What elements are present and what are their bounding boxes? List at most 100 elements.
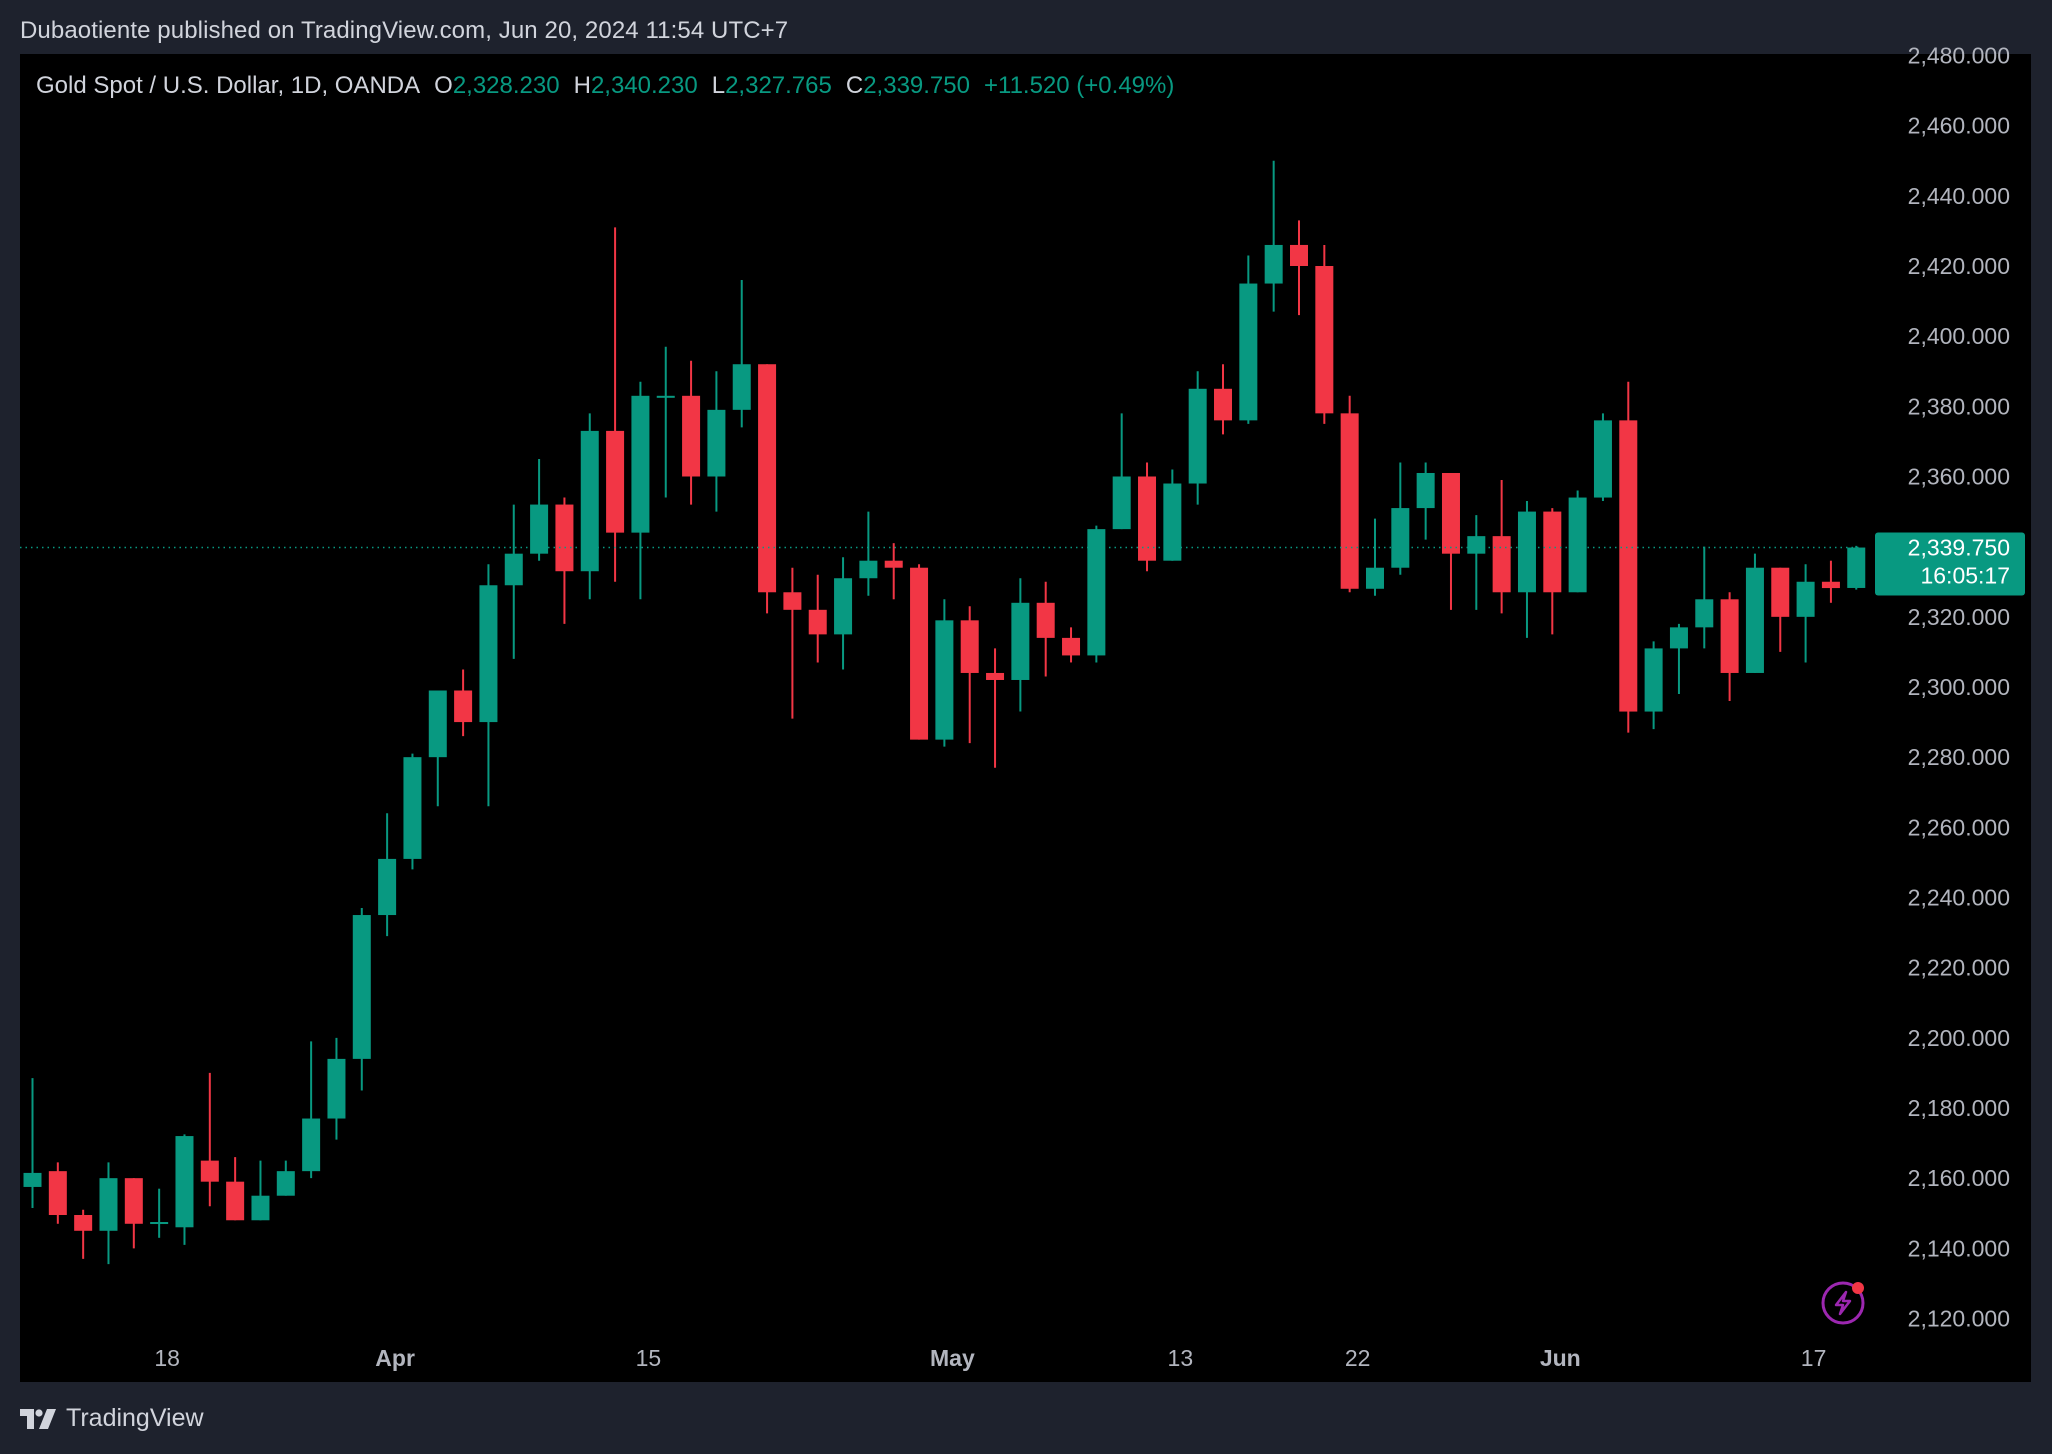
candle: [1138, 462, 1157, 572]
candle-body: [1669, 627, 1688, 649]
candle-body: [631, 395, 650, 533]
candle-body: [276, 1171, 295, 1196]
candle-body: [1112, 476, 1131, 530]
candle: [884, 543, 903, 600]
candle-body: [960, 620, 979, 673]
lightning-icon[interactable]: [1821, 1281, 1865, 1325]
candle-body: [504, 553, 523, 586]
candle: [454, 669, 473, 737]
close-label: C: [845, 72, 864, 99]
candle: [251, 1160, 270, 1221]
candle-body: [1796, 581, 1815, 617]
candle-body: [1365, 567, 1384, 589]
candle-body: [1745, 567, 1764, 673]
close-value: 2,339.750: [863, 72, 970, 99]
time-axis: 18 Apr 15 May 13 22 Jun 17: [154, 1345, 1826, 1371]
candle: [1062, 627, 1081, 663]
candle: [1568, 490, 1587, 593]
candle: [1771, 567, 1790, 652]
candle: [1416, 462, 1435, 540]
candle-body: [935, 620, 954, 740]
y-tick-label: 2,400.000: [1908, 323, 2010, 349]
candle-body: [99, 1178, 118, 1231]
candle-body: [352, 915, 371, 1059]
y-tick-label: 2,320.000: [1908, 604, 2010, 630]
candle: [986, 648, 1005, 768]
footer-brand[interactable]: TradingView: [66, 1404, 204, 1432]
candle: [23, 1078, 42, 1208]
x-tick-label: 18: [154, 1345, 180, 1371]
candle-body: [580, 430, 599, 572]
candle-body: [428, 690, 447, 758]
candle-body: [606, 430, 625, 533]
candle-body: [1593, 420, 1612, 498]
candle: [1315, 244, 1334, 424]
x-tick-label: 22: [1345, 1345, 1371, 1371]
candle: [631, 381, 650, 600]
candle-body: [327, 1058, 346, 1119]
candle: [656, 346, 675, 498]
candle: [758, 364, 777, 614]
candle: [1543, 508, 1562, 635]
candle-body: [226, 1181, 245, 1221]
candle-body: [150, 1222, 169, 1225]
candle: [1796, 564, 1815, 663]
candle-body: [1340, 413, 1359, 589]
candle: [1239, 255, 1258, 424]
candle: [1619, 381, 1638, 733]
candle: [1644, 641, 1663, 730]
y-tick-label: 2,300.000: [1908, 674, 2010, 700]
candle-body: [1720, 599, 1739, 673]
y-tick-label: 2,180.000: [1908, 1095, 2010, 1121]
candle: [910, 564, 929, 740]
candle: [1745, 553, 1764, 673]
candle-body: [1391, 508, 1410, 568]
candle: [99, 1162, 118, 1265]
candle: [707, 371, 726, 512]
candle: [935, 599, 954, 747]
symbol-label[interactable]: Gold Spot / U.S. Dollar, 1D, OANDA: [36, 72, 421, 99]
high-value: 2,340.230: [590, 72, 698, 99]
candle: [1720, 592, 1739, 702]
tradingview-logo-icon[interactable]: [20, 1408, 56, 1429]
candle-body: [884, 560, 903, 568]
candle: [530, 458, 549, 561]
high-label: H: [573, 72, 591, 99]
candle: [1290, 220, 1308, 316]
y-tick-label: 2,220.000: [1908, 955, 2010, 981]
candle-body: [1619, 420, 1638, 712]
candle: [504, 504, 523, 659]
candle-body: [1467, 536, 1486, 554]
candle-body: [783, 592, 802, 610]
candle-body: [1315, 266, 1334, 414]
candle-body: [1517, 511, 1536, 593]
candle-body: [1492, 536, 1511, 593]
candle: [580, 413, 599, 600]
candle: [327, 1037, 346, 1140]
candle: [150, 1188, 169, 1238]
candle-body: [1214, 388, 1233, 421]
candle-body: [1771, 567, 1790, 617]
y-tick-label: 2,140.000: [1908, 1235, 2010, 1261]
candle: [1467, 515, 1486, 610]
x-tick-label: 13: [1168, 1345, 1194, 1371]
price-axis: 2,120.000 2,140.000 2,160.000 2,180.000 2,20…: [1908, 43, 2010, 1332]
candle-body: [707, 409, 726, 477]
candle: [834, 557, 853, 670]
candle-body: [23, 1172, 42, 1187]
change-value: +11.520 (+0.49%): [983, 72, 1175, 99]
chart-panel[interactable]: [20, 54, 2031, 1382]
candle: [1264, 160, 1283, 312]
candle-body: [530, 504, 549, 554]
candle: [1011, 578, 1030, 712]
candle: [1163, 469, 1182, 561]
x-tick-label: Apr: [375, 1345, 415, 1371]
last-price-tag-bg: [1875, 532, 2025, 596]
candle: [1669, 623, 1688, 695]
candle: [1188, 371, 1207, 505]
y-tick-label: 2,260.000: [1908, 814, 2010, 840]
candle-body: [1163, 483, 1182, 561]
